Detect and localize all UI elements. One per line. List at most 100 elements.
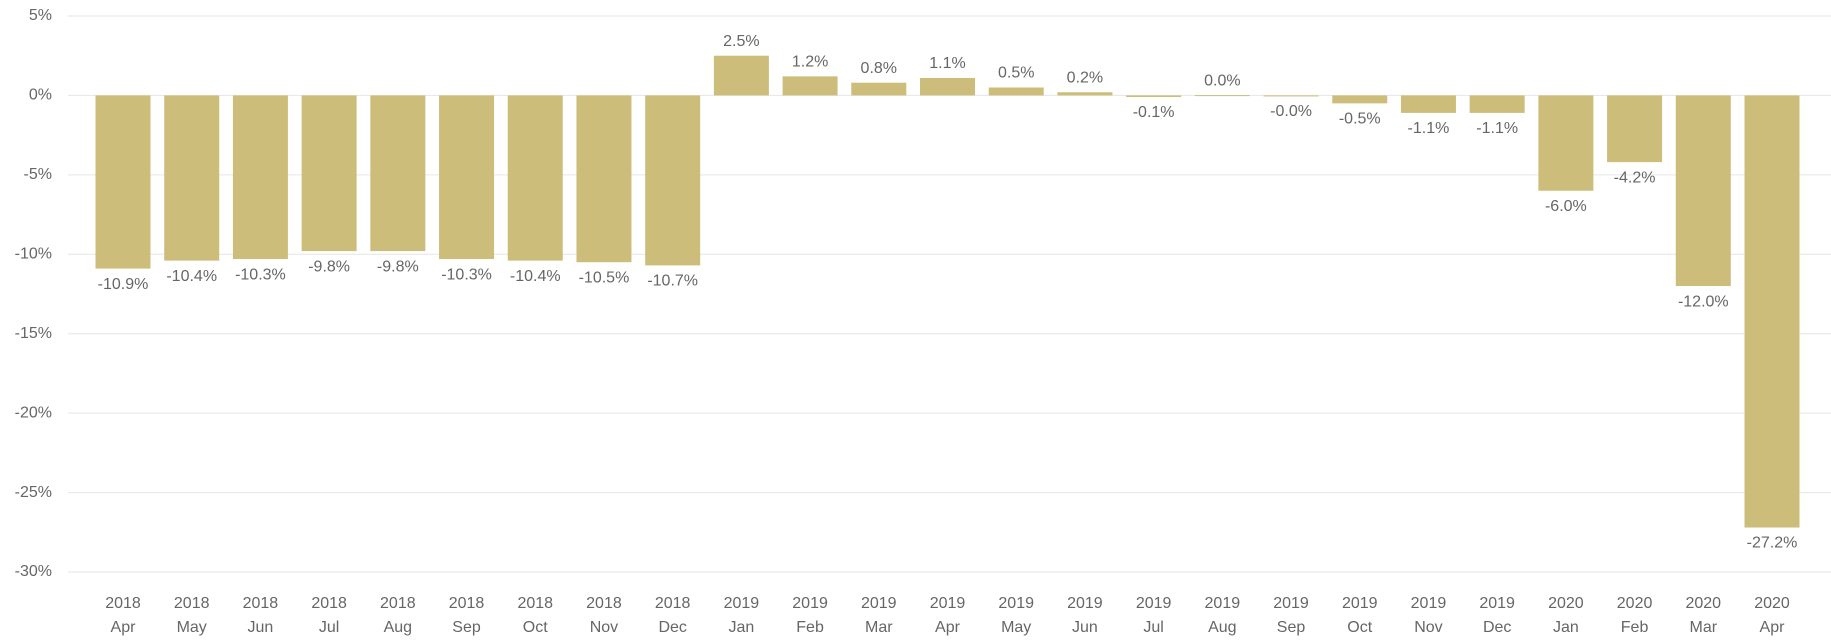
x-tick-month: Apr — [1760, 619, 1786, 636]
x-tick-month: Dec — [658, 619, 686, 636]
x-tick-year: 2018 — [449, 595, 485, 612]
x-tick-month: Aug — [1208, 619, 1236, 636]
bar — [439, 95, 495, 260]
y-tick-label: -30% — [15, 563, 52, 580]
y-tick-label: 0% — [29, 87, 52, 104]
bar — [370, 95, 426, 252]
value-label: -1.1% — [1476, 120, 1518, 137]
x-tick-month: Apr — [935, 619, 961, 636]
x-tick-year: 2020 — [1617, 595, 1653, 612]
value-label: -0.5% — [1339, 111, 1381, 128]
x-tick-month: Mar — [865, 619, 893, 636]
x-tick-year: 2020 — [1685, 595, 1721, 612]
bar — [1744, 95, 1800, 528]
x-tick-month: Jul — [319, 619, 339, 636]
x-tick-month: Oct — [523, 619, 548, 636]
bar — [1194, 95, 1250, 97]
x-tick-year: 2020 — [1754, 595, 1790, 612]
x-tick-year: 2018 — [586, 595, 622, 612]
y-tick-label: -15% — [15, 325, 52, 342]
x-tick-month: Jan — [728, 619, 754, 636]
y-tick-label: -25% — [15, 484, 52, 501]
x-tick-month: Nov — [1414, 619, 1442, 636]
x-tick-year: 2018 — [311, 595, 347, 612]
value-label: -12.0% — [1678, 293, 1729, 310]
value-label: 0.0% — [1204, 72, 1240, 89]
value-label: -9.8% — [308, 258, 350, 275]
x-tick-month: Jul — [1143, 619, 1163, 636]
bar — [645, 95, 701, 266]
x-tick-year: 2019 — [998, 595, 1034, 612]
bar — [301, 95, 357, 252]
value-label: -10.3% — [235, 266, 286, 283]
y-tick-label: 5% — [29, 7, 52, 24]
x-tick-month: Feb — [1621, 619, 1649, 636]
bar — [1332, 95, 1388, 104]
value-label: -4.2% — [1614, 169, 1656, 186]
bar — [988, 87, 1044, 96]
bar — [1538, 95, 1594, 191]
bar — [1469, 95, 1525, 113]
value-label: 0.8% — [861, 60, 897, 77]
x-tick-year: 2018 — [517, 595, 553, 612]
bar — [576, 95, 632, 263]
bar — [920, 77, 975, 96]
bar — [851, 82, 907, 96]
x-tick-month: May — [177, 619, 207, 636]
x-tick-year: 2019 — [1067, 595, 1103, 612]
x-tick-year: 2019 — [1136, 595, 1172, 612]
value-label: 0.2% — [1067, 69, 1103, 86]
value-label: -1.1% — [1408, 120, 1450, 137]
x-tick-month: Feb — [796, 619, 824, 636]
x-tick-year: 2019 — [792, 595, 828, 612]
x-tick-year: 2019 — [724, 595, 760, 612]
x-tick-year: 2020 — [1548, 595, 1584, 612]
x-tick-year: 2019 — [1479, 595, 1515, 612]
value-label: -0.1% — [1133, 104, 1175, 121]
value-label: 2.5% — [723, 33, 759, 50]
bar — [164, 95, 220, 261]
x-tick-year: 2018 — [380, 595, 416, 612]
x-tick-month: Oct — [1347, 619, 1372, 636]
bar — [507, 95, 563, 261]
bar — [1400, 95, 1456, 113]
value-label: -10.9% — [98, 276, 149, 293]
x-tick-year: 2018 — [655, 595, 691, 612]
bar — [1607, 95, 1663, 163]
value-label: 1.1% — [929, 55, 965, 72]
bar — [782, 76, 838, 96]
bar — [1675, 95, 1731, 287]
value-label: 0.5% — [998, 65, 1034, 82]
x-tick-month: Nov — [590, 619, 618, 636]
bar — [1126, 95, 1182, 98]
x-tick-month: Jun — [1072, 619, 1098, 636]
x-tick-month: Sep — [1277, 619, 1306, 636]
x-tick-year: 2019 — [1342, 595, 1378, 612]
bar — [232, 95, 288, 260]
x-tick-month: Apr — [111, 619, 137, 636]
y-tick-label: -10% — [15, 246, 52, 263]
x-tick-year: 2019 — [1273, 595, 1309, 612]
bar — [713, 55, 769, 96]
x-tick-month: Sep — [452, 619, 481, 636]
value-label: -9.8% — [377, 258, 419, 275]
value-label: -10.4% — [510, 268, 561, 285]
x-tick-year: 2019 — [861, 595, 897, 612]
x-tick-year: 2019 — [930, 595, 966, 612]
x-tick-year: 2019 — [1411, 595, 1447, 612]
x-tick-month: Jun — [248, 619, 274, 636]
value-label: -6.0% — [1545, 198, 1587, 215]
y-tick-label: -5% — [24, 166, 52, 183]
bar — [1057, 92, 1113, 96]
x-tick-year: 2019 — [1205, 595, 1241, 612]
x-tick-month: May — [1001, 619, 1031, 636]
x-tick-year: 2018 — [174, 595, 210, 612]
x-tick-month: Aug — [384, 619, 412, 636]
y-tick-label: -20% — [15, 404, 52, 421]
value-label: -27.2% — [1747, 535, 1798, 552]
value-label: -10.4% — [166, 268, 217, 285]
value-label: -10.5% — [579, 269, 630, 286]
x-tick-month: Dec — [1483, 619, 1511, 636]
value-label: -10.3% — [441, 266, 492, 283]
